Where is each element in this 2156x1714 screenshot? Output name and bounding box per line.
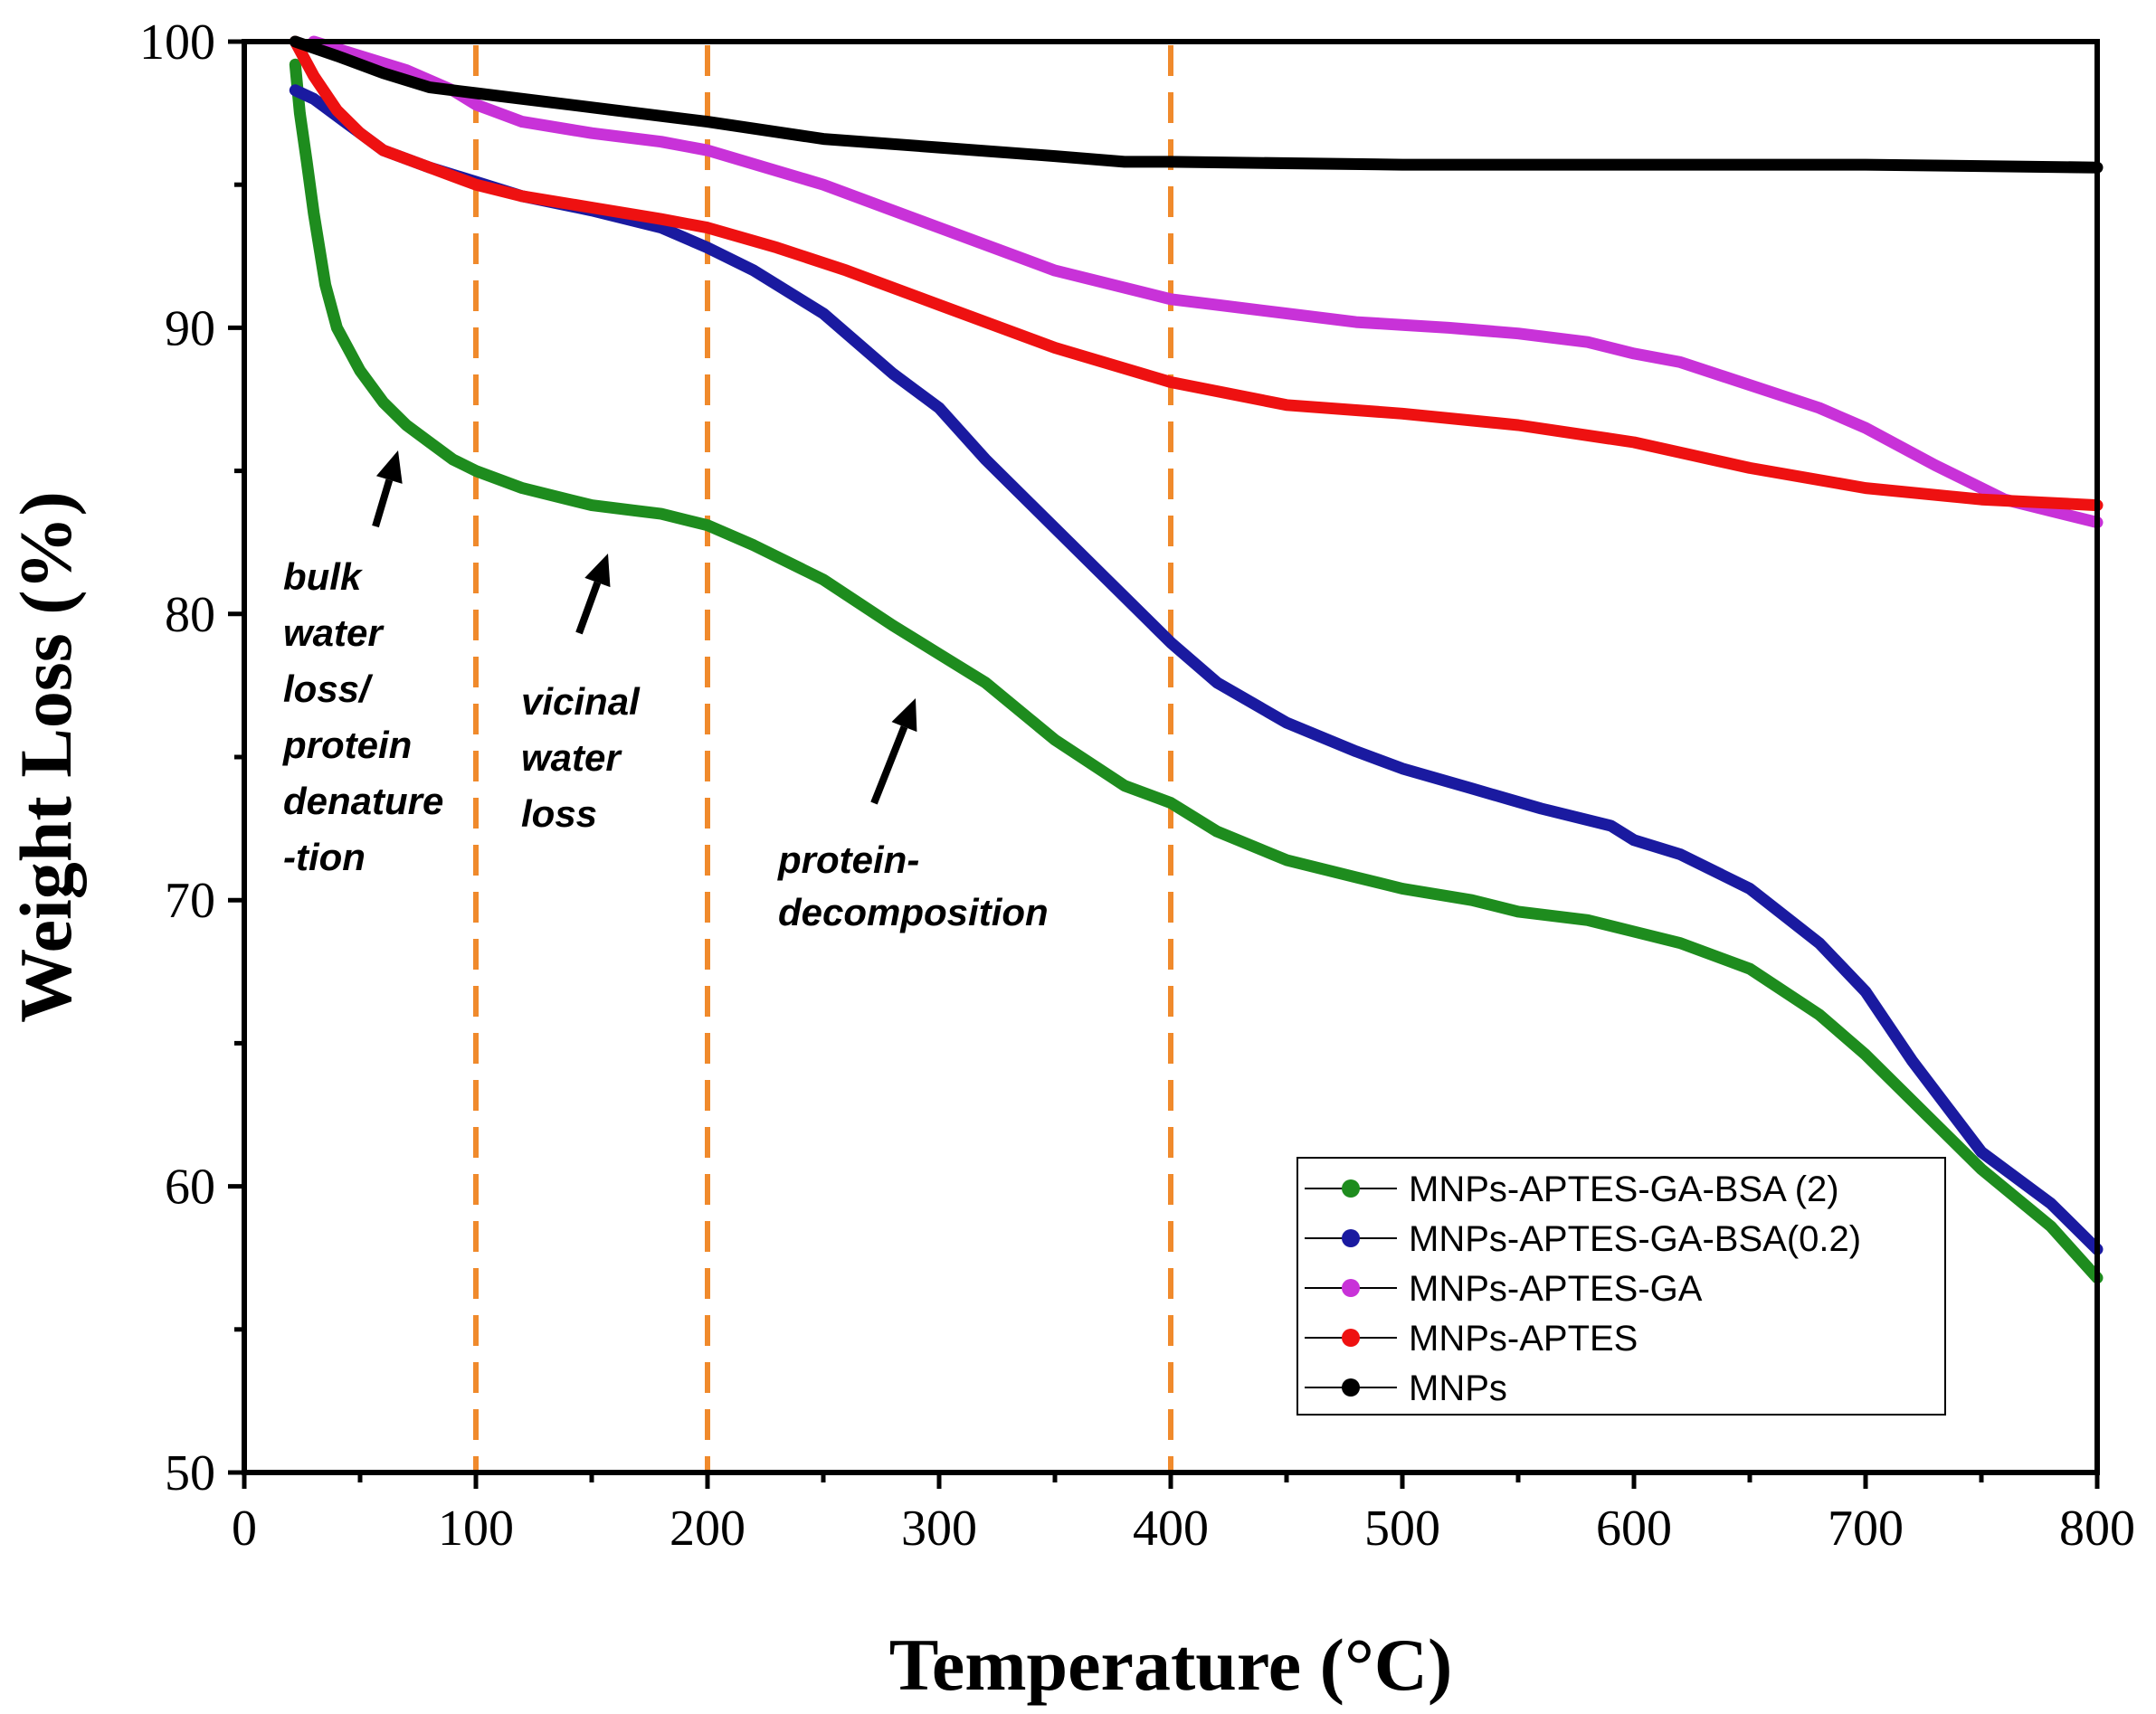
annotation-line: -tion	[283, 836, 366, 878]
x-tick-label: 0	[232, 1501, 257, 1557]
arrow-shaft	[870, 725, 908, 805]
legend-label: MNPs-APTES-GA	[1409, 1269, 1703, 1309]
y-tick-label: 70	[165, 873, 215, 929]
annotation-line: denature	[283, 780, 443, 822]
series-line-4	[289, 35, 2104, 174]
y-tick-label: 50	[165, 1445, 215, 1501]
series-line-2	[308, 35, 2104, 529]
x-tick-label: 500	[1364, 1501, 1440, 1557]
annotation-1: vicinal water loss	[521, 680, 641, 835]
arrow-head	[891, 698, 917, 733]
legend-marker	[1342, 1329, 1360, 1347]
annotation-arrows	[372, 450, 917, 805]
axis-ticks	[228, 39, 2100, 1489]
annotation-line: protein	[282, 724, 412, 766]
annotation-line: loss	[521, 792, 597, 835]
annotation-line: loss/	[283, 668, 374, 710]
legend-label: MNPs-APTES-GA-BSA(0.2)	[1409, 1219, 1861, 1259]
legend-marker	[1342, 1179, 1360, 1198]
annotation-line: bulk	[283, 555, 364, 598]
y-tick-label: 80	[165, 587, 215, 643]
series-line-3	[289, 35, 2104, 512]
x-tick-label: 400	[1133, 1501, 1209, 1557]
legend-marker	[1342, 1378, 1360, 1397]
x-axis-title: Temperature (°C)	[889, 1624, 1453, 1706]
legend-label: MNPs	[1409, 1368, 1507, 1408]
legend-marker	[1342, 1279, 1360, 1297]
y-axis-title: Weight Loss (%)	[5, 491, 87, 1023]
legend-label: MNPs-APTES	[1409, 1319, 1638, 1359]
y-tick-label: 60	[165, 1160, 215, 1216]
y-tick-label: 90	[165, 300, 215, 356]
annotation-line: protein-	[777, 838, 919, 881]
annotation-line: vicinal	[521, 680, 641, 723]
x-tick-label: 200	[670, 1501, 746, 1557]
x-tick-label: 600	[1596, 1501, 1672, 1557]
annotation-line: water	[521, 736, 622, 779]
reference-lines	[473, 45, 1173, 1473]
legend-box	[1296, 1157, 1946, 1416]
arrow-0	[372, 450, 403, 528]
annotation-line: water	[283, 611, 385, 654]
arrow-head	[584, 554, 611, 588]
annotation-2: protein-decomposition	[777, 838, 1049, 933]
axis-tick-labels: 0 100 200 300 400 500 600 700 800 50 60 70 80 90 100	[139, 14, 2135, 1557]
y-tick-label: 100	[139, 14, 215, 71]
legend-marker	[1342, 1229, 1360, 1247]
arrow-2	[870, 698, 917, 805]
x-tick-label: 700	[1828, 1501, 1904, 1557]
x-tick-label: 800	[2059, 1501, 2135, 1557]
series-layer	[289, 35, 2104, 1284]
x-tick-label: 100	[438, 1501, 514, 1557]
annotation-0: bulk water loss/protein denature -tion	[282, 555, 443, 878]
annotation-line: decomposition	[778, 891, 1049, 933]
legend: MNPs-APTES-GA-BSA (2) MNPs-APTES-GA-BSA(0…	[1296, 1157, 1946, 1416]
arrow-shaft	[372, 478, 394, 528]
arrow-1	[575, 554, 611, 635]
arrow-shaft	[575, 581, 602, 635]
series-line-0	[289, 58, 2104, 1284]
x-tick-label: 300	[901, 1501, 977, 1557]
legend-label: MNPs-APTES-GA-BSA (2)	[1409, 1169, 1839, 1209]
annotations: bulk water loss/protein denature -tion vicina…	[282, 555, 1049, 933]
arrow-head	[375, 450, 403, 484]
